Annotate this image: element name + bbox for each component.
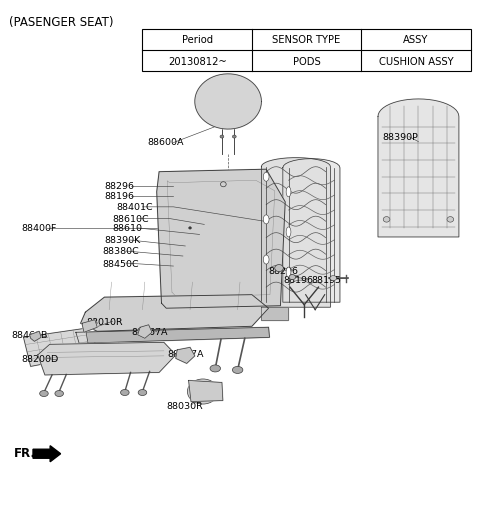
Polygon shape [157, 170, 285, 309]
Ellipse shape [286, 187, 291, 197]
Text: 88401C: 88401C [116, 203, 153, 212]
Polygon shape [24, 329, 90, 367]
Polygon shape [81, 295, 268, 332]
Ellipse shape [232, 136, 236, 139]
Ellipse shape [447, 217, 454, 223]
Polygon shape [195, 75, 262, 130]
Ellipse shape [189, 227, 192, 230]
Text: 88196: 88196 [104, 192, 134, 201]
Ellipse shape [55, 391, 63, 397]
Text: 88380C: 88380C [102, 247, 139, 256]
Ellipse shape [120, 390, 129, 396]
Text: SENSOR TYPE: SENSOR TYPE [273, 35, 341, 45]
Polygon shape [82, 320, 97, 333]
Bar [143, 30, 471, 72]
Text: 88390P: 88390P [383, 133, 419, 142]
Ellipse shape [105, 365, 116, 372]
Text: 88567A: 88567A [132, 327, 168, 336]
Ellipse shape [187, 379, 218, 405]
Polygon shape [38, 343, 176, 375]
Ellipse shape [286, 227, 291, 237]
Ellipse shape [330, 276, 336, 281]
Text: 88296: 88296 [268, 266, 299, 275]
Text: 88610C: 88610C [112, 215, 149, 223]
Polygon shape [262, 308, 288, 320]
Text: 88400F: 88400F [21, 224, 57, 233]
Text: 88010R: 88010R [87, 317, 123, 326]
Ellipse shape [275, 265, 283, 272]
Ellipse shape [210, 365, 220, 372]
Polygon shape [262, 159, 330, 308]
Ellipse shape [383, 217, 390, 223]
Text: 88030R: 88030R [166, 401, 203, 410]
Ellipse shape [232, 367, 243, 374]
Text: (PASENGER SEAT): (PASENGER SEAT) [9, 16, 114, 29]
Text: 88200D: 88200D [21, 354, 59, 363]
Text: 88460B: 88460B [12, 331, 48, 340]
Ellipse shape [264, 256, 269, 265]
Text: 20130812~: 20130812~ [168, 57, 227, 67]
Ellipse shape [286, 268, 291, 278]
Text: Period: Period [181, 35, 213, 45]
Ellipse shape [264, 173, 269, 182]
Ellipse shape [138, 390, 147, 396]
Text: 88296: 88296 [104, 182, 134, 191]
Polygon shape [283, 160, 340, 302]
Text: 88610: 88610 [112, 224, 143, 233]
Ellipse shape [289, 275, 296, 280]
Ellipse shape [264, 216, 269, 224]
Polygon shape [138, 325, 152, 339]
Text: 88390K: 88390K [104, 236, 141, 245]
Text: 88196: 88196 [284, 275, 314, 284]
Ellipse shape [220, 136, 224, 139]
Ellipse shape [40, 391, 48, 397]
Text: 88600A: 88600A [147, 138, 184, 147]
Text: ASSY: ASSY [403, 35, 429, 45]
FancyArrow shape [33, 446, 60, 462]
Text: FR.: FR. [14, 446, 36, 460]
Polygon shape [189, 381, 223, 402]
Ellipse shape [79, 367, 89, 374]
Polygon shape [76, 328, 269, 344]
Text: 88195: 88195 [312, 275, 341, 284]
Polygon shape [176, 347, 195, 364]
Text: 88567A: 88567A [168, 349, 204, 358]
Polygon shape [30, 332, 41, 342]
Text: CUSHION ASSY: CUSHION ASSY [379, 57, 454, 67]
Polygon shape [378, 100, 459, 237]
Text: 88450C: 88450C [102, 259, 139, 268]
Text: PODS: PODS [293, 57, 321, 67]
